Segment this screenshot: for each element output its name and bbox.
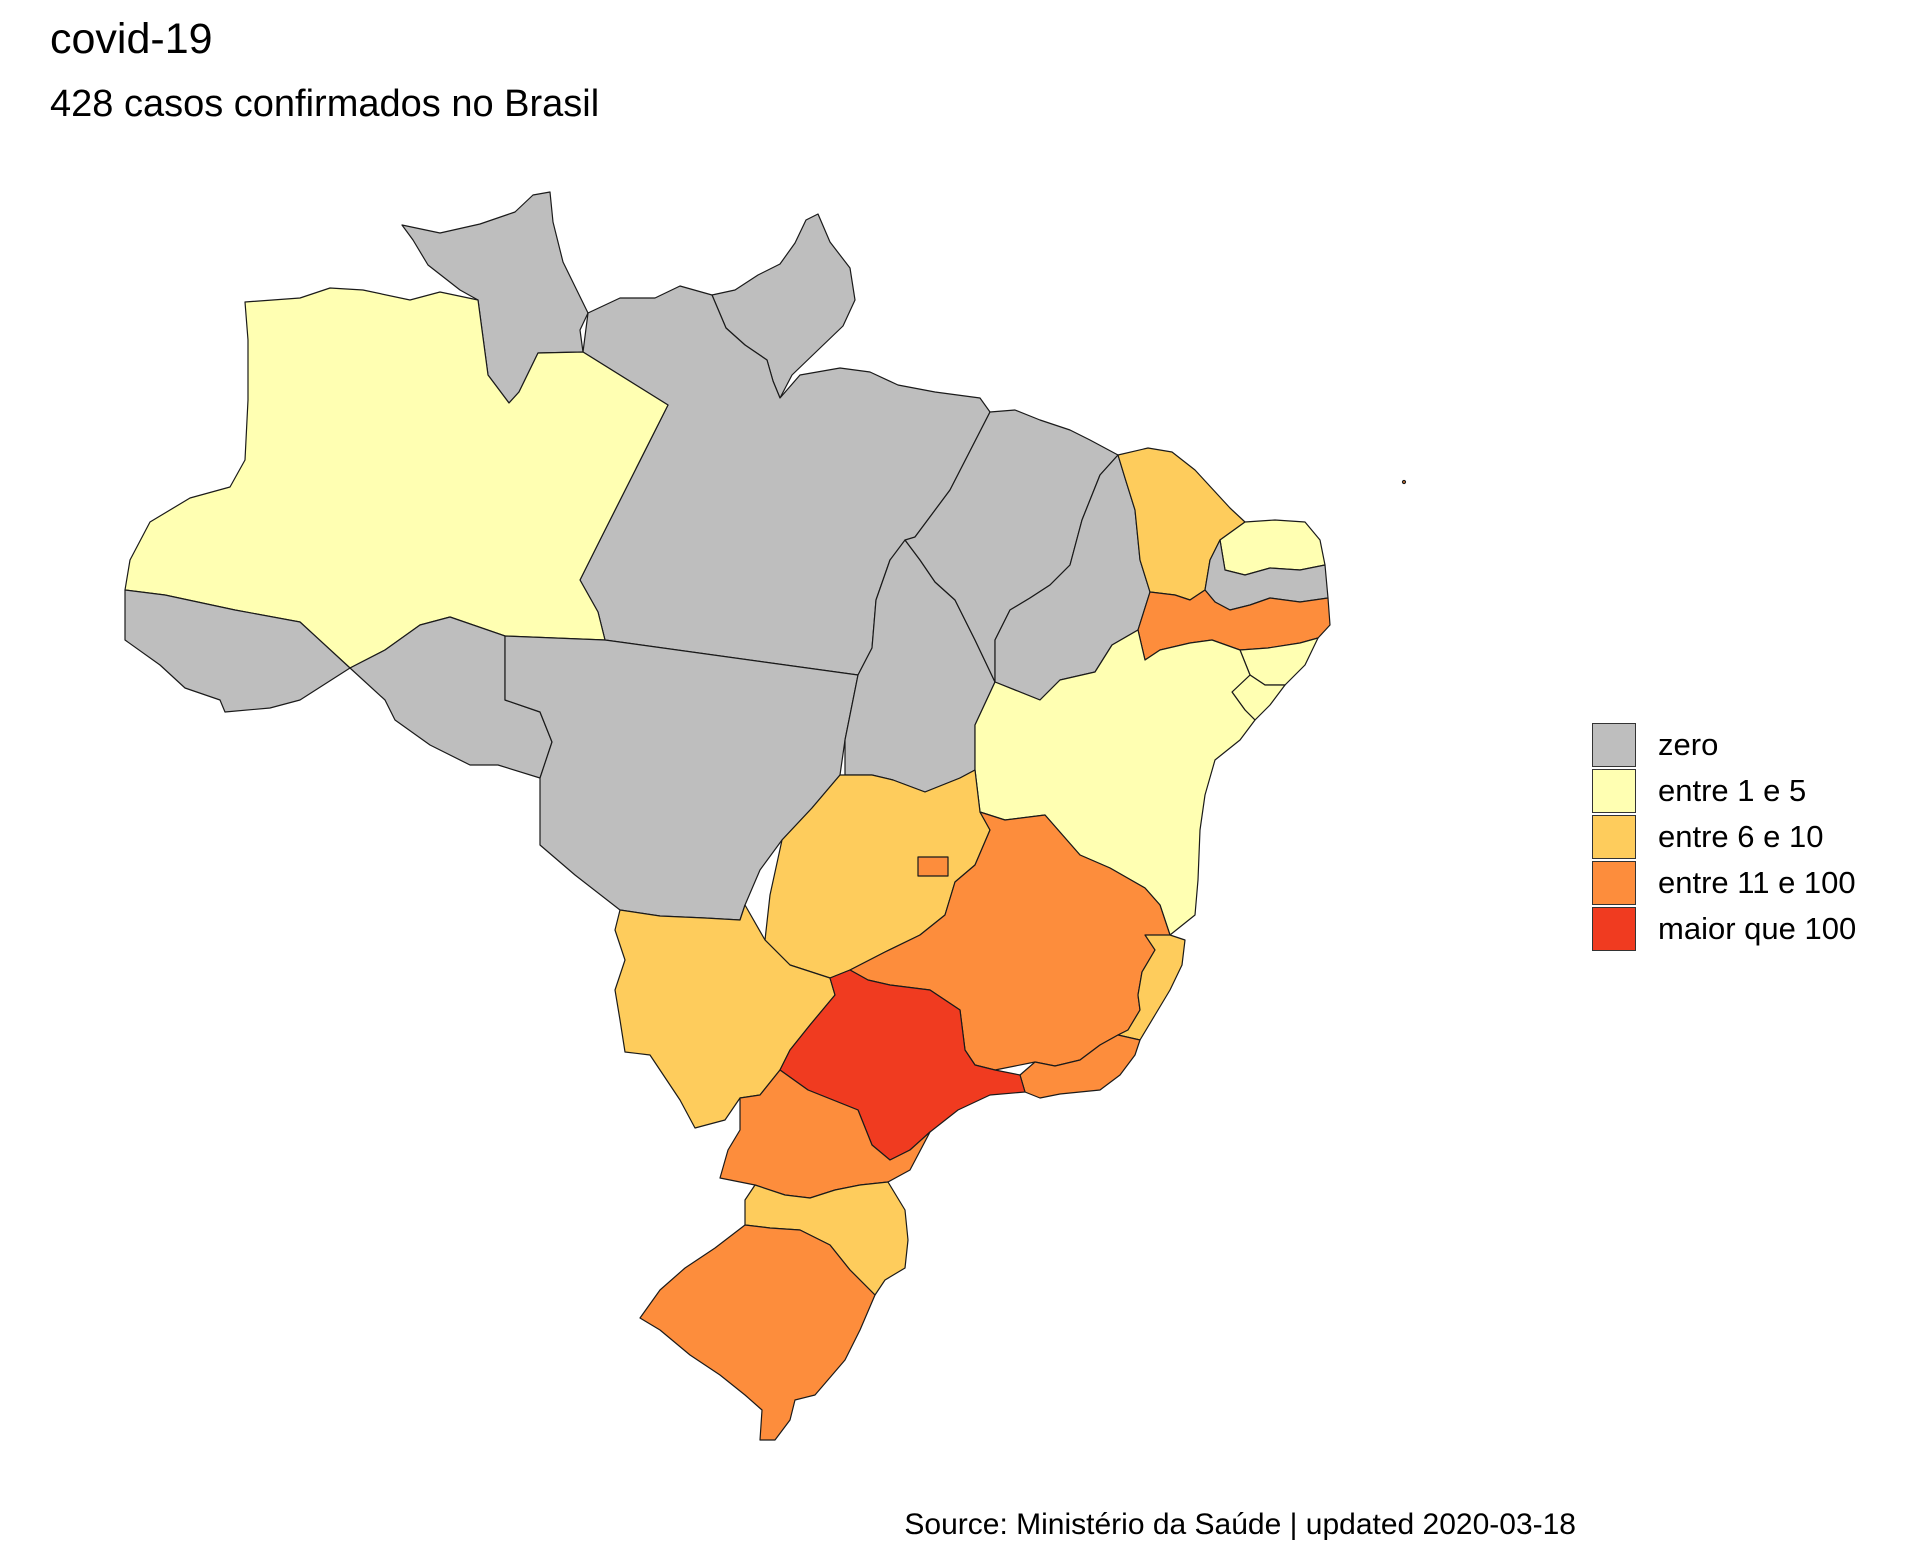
legend-label: entre 1 e 5 <box>1658 773 1807 808</box>
state-rr <box>401 191 589 404</box>
state-rs <box>639 1224 876 1441</box>
legend-item-11-100: entre 11 e 100 <box>1592 860 1856 906</box>
legend-label: maior que 100 <box>1658 911 1857 946</box>
legend-swatch <box>1592 861 1636 905</box>
legend-item-1-5: entre 1 e 5 <box>1592 768 1856 814</box>
legend-swatch <box>1592 907 1636 951</box>
state-sp <box>779 969 1026 1161</box>
legend-swatch <box>1592 769 1636 813</box>
state-ac <box>124 589 351 713</box>
state-rn <box>1219 519 1326 576</box>
legend-swatch <box>1592 723 1636 767</box>
legend-label: entre 11 e 100 <box>1658 865 1856 900</box>
state-rj <box>1019 1034 1141 1099</box>
island-fernando-de-noronha <box>1401 479 1407 485</box>
legend-item-zero: zero <box>1592 722 1856 768</box>
legend-item-6-10: entre 6 e 10 <box>1592 814 1856 860</box>
legend-label: entre 6 e 10 <box>1658 819 1824 854</box>
source-caption: Source: Ministério da Saúde | updated 20… <box>904 1508 1576 1541</box>
chart-subtitle: 428 casos confirmados no Brasil <box>50 83 600 125</box>
map-legend: zero entre 1 e 5 entre 6 e 10 entre 11 e… <box>1592 722 1856 952</box>
legend-swatch <box>1592 815 1636 859</box>
legend-item-100-plus: maior que 100 <box>1592 906 1856 952</box>
state-df <box>917 856 949 877</box>
chart-title: covid-19 <box>50 15 213 63</box>
legend-label: zero <box>1658 727 1719 762</box>
